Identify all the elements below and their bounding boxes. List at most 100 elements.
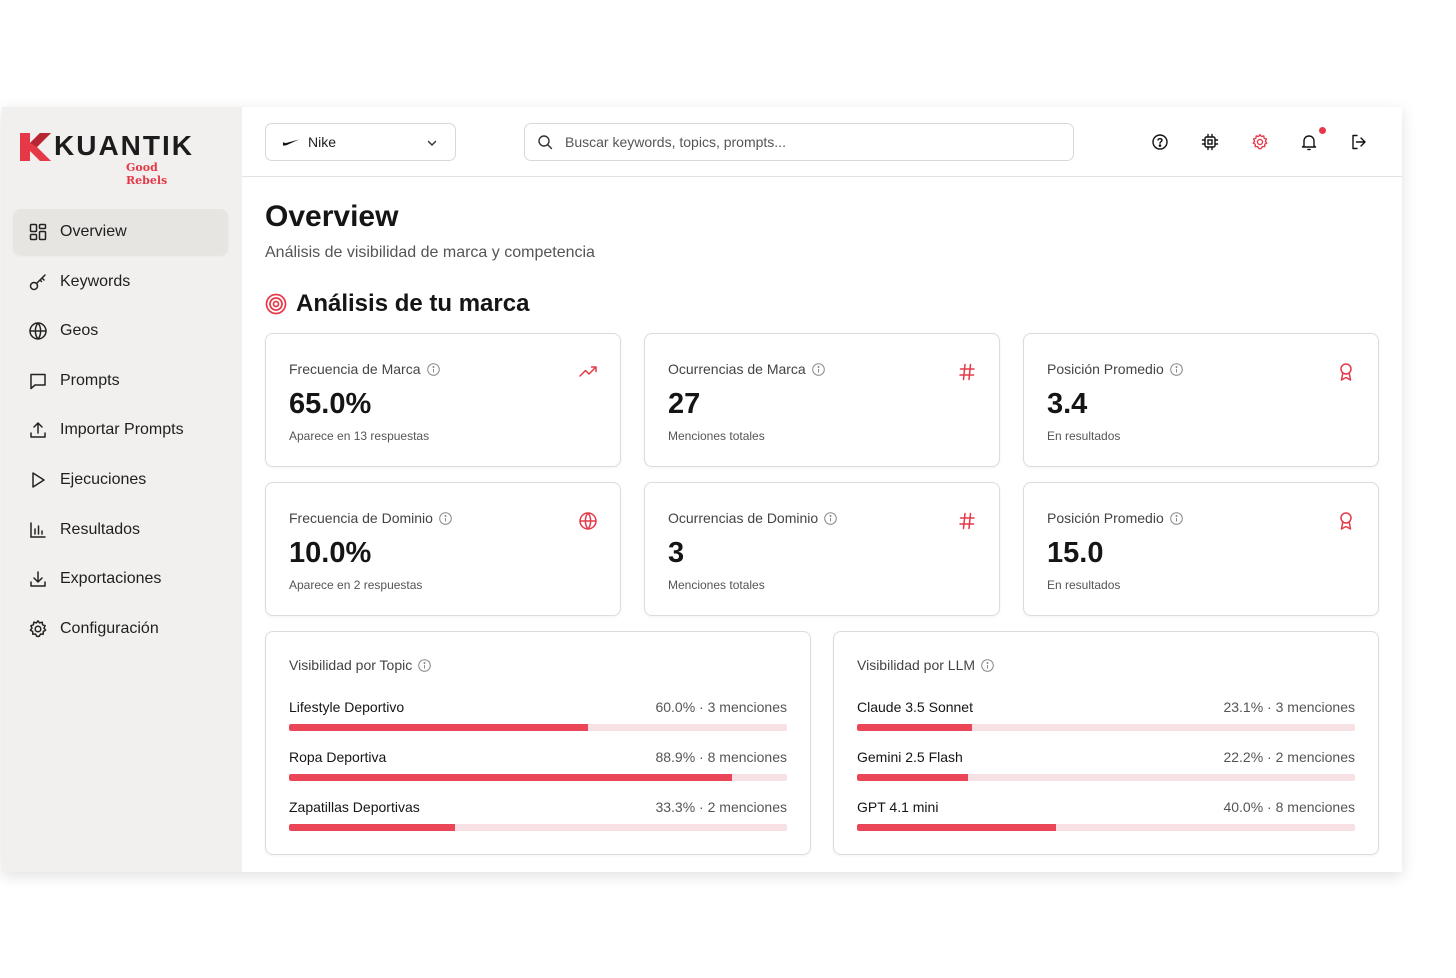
metric-value: 15.0 bbox=[1047, 537, 1104, 569]
metric-label-text: Ocurrencias de Marca bbox=[668, 361, 806, 377]
metric-card-ocurrencias-dominio: Ocurrencias de Dominio 3 Menciones total… bbox=[644, 482, 1000, 616]
kuantik-logo[interactable]: KUANTIK Good Rebels bbox=[18, 129, 198, 187]
notification-badge bbox=[1319, 127, 1326, 134]
llm-meta: 23.1% · 3 menciones bbox=[1223, 699, 1355, 715]
topic-name: Lifestyle Deportivo bbox=[289, 699, 405, 715]
nike-swoosh-icon bbox=[282, 139, 299, 146]
search-icon bbox=[538, 135, 553, 150]
metric-subtext: Menciones totales bbox=[668, 578, 765, 592]
sidebar-item-keywords[interactable]: Keywords bbox=[13, 259, 228, 305]
metric-subtext: Menciones totales bbox=[668, 429, 765, 443]
sidebar-item-label: Exportaciones bbox=[60, 570, 162, 588]
metric-label: Frecuencia de Dominio bbox=[289, 510, 452, 526]
progress-fill bbox=[289, 774, 732, 781]
info-icon[interactable] bbox=[1169, 511, 1183, 525]
progress-track bbox=[289, 724, 787, 731]
settings-icon[interactable] bbox=[1251, 133, 1269, 151]
topic-row: Lifestyle Deportivo 60.0% · 3 menciones bbox=[289, 699, 787, 739]
section-title-text: Análisis de tu marca bbox=[296, 290, 530, 317]
main-content: Nike Overview bbox=[242, 107, 1402, 872]
logo-wordmark: KUANTIK bbox=[54, 130, 194, 161]
sidebar-item-configuracion[interactable]: Configuración bbox=[13, 606, 228, 652]
sidebar-item-geos[interactable]: Geos bbox=[13, 308, 228, 354]
sidebar-item-label: Overview bbox=[60, 223, 127, 240]
bar-chart-icon bbox=[28, 520, 48, 540]
cpu-icon[interactable] bbox=[1201, 133, 1219, 151]
progress-fill bbox=[857, 824, 1057, 831]
metric-label-text: Posición Promedio bbox=[1047, 361, 1164, 377]
metric-value: 65.0% bbox=[289, 388, 372, 420]
metric-label-text: Frecuencia de Marca bbox=[289, 361, 421, 377]
sidebar-item-resultados[interactable]: Resultados bbox=[13, 507, 228, 553]
message-icon bbox=[28, 371, 48, 391]
sidebar-nav: Overview Keywords Geos Prompts bbox=[13, 209, 228, 655]
llm-meta: 22.2% · 2 menciones bbox=[1223, 749, 1355, 765]
topbar: Nike bbox=[242, 107, 1402, 177]
brand-selector-value: Nike bbox=[308, 134, 337, 150]
sidebar-item-label: Geos bbox=[60, 322, 99, 340]
chevron-down-icon bbox=[427, 140, 437, 146]
sidebar: KUANTIK Good Rebels Overview Keywords bbox=[2, 107, 242, 872]
llm-name: Gemini 2.5 Flash bbox=[857, 749, 963, 765]
award-icon bbox=[1336, 362, 1356, 382]
award-icon bbox=[1336, 511, 1356, 531]
hash-icon bbox=[957, 511, 977, 531]
sidebar-item-prompts[interactable]: Prompts bbox=[13, 358, 228, 404]
sidebar-item-label: Ejecuciones bbox=[60, 470, 147, 488]
topic-name: Zapatillas Deportivas bbox=[289, 799, 420, 815]
hash-icon bbox=[957, 362, 977, 382]
progress-track bbox=[857, 774, 1355, 781]
metric-value: 10.0% bbox=[289, 537, 372, 569]
panel-title: Visibilidad por Topic bbox=[289, 657, 432, 673]
llm-meta: 40.0% · 8 menciones bbox=[1223, 799, 1355, 815]
target-icon bbox=[265, 293, 287, 315]
bell-icon[interactable] bbox=[1300, 133, 1318, 151]
metric-card-posicion-promedio-marca: Posición Promedio 3.4 En resultados bbox=[1023, 333, 1379, 467]
page-subtitle: Análisis de visibilidad de marca y compe… bbox=[265, 244, 595, 261]
sidebar-item-ejecuciones[interactable]: Ejecuciones bbox=[13, 457, 228, 503]
topic-meta: 60.0% · 3 menciones bbox=[655, 699, 787, 715]
sidebar-item-importar-prompts[interactable]: Importar Prompts bbox=[13, 407, 228, 453]
info-icon[interactable] bbox=[811, 362, 825, 376]
logout-icon[interactable] bbox=[1350, 133, 1368, 151]
panel-title-text: Visibilidad por Topic bbox=[289, 657, 413, 673]
panel-title-text: Visibilidad por LLM bbox=[857, 657, 976, 673]
llm-name: GPT 4.1 mini bbox=[857, 799, 939, 815]
topic-row: Ropa Deportiva 88.9% · 8 menciones bbox=[289, 749, 787, 789]
progress-track bbox=[289, 824, 787, 831]
section-title: Análisis de tu marca bbox=[265, 290, 529, 318]
info-icon[interactable] bbox=[981, 658, 994, 672]
llm-row: GPT 4.1 mini 40.0% · 8 menciones bbox=[857, 799, 1355, 839]
info-icon[interactable] bbox=[426, 362, 440, 376]
info-icon[interactable] bbox=[824, 511, 837, 525]
sidebar-item-label: Keywords bbox=[60, 272, 131, 290]
metric-subtext: Aparece en 13 respuestas bbox=[289, 429, 430, 443]
sidebar-item-overview[interactable]: Overview bbox=[13, 209, 228, 255]
metric-label-text: Frecuencia de Dominio bbox=[289, 510, 433, 526]
search-box[interactable] bbox=[524, 123, 1074, 161]
info-icon[interactable] bbox=[439, 511, 452, 525]
sidebar-item-exportaciones[interactable]: Exportaciones bbox=[13, 556, 228, 602]
progress-track bbox=[857, 824, 1355, 831]
metric-subtext: En resultados bbox=[1047, 578, 1121, 592]
sidebar-item-label: Importar Prompts bbox=[60, 421, 184, 439]
topic-meta: 33.3% · 2 menciones bbox=[655, 799, 787, 815]
kuantik-logo-mark-icon bbox=[20, 133, 51, 161]
search-input[interactable] bbox=[565, 134, 1045, 150]
info-icon[interactable] bbox=[1169, 362, 1183, 376]
metric-card-frecuencia-marca: Frecuencia de Marca 65.0% Aparece en 13 … bbox=[265, 333, 621, 467]
progress-fill bbox=[289, 824, 455, 831]
sidebar-item-label: Configuración bbox=[60, 619, 159, 637]
info-icon[interactable] bbox=[418, 658, 432, 672]
brand-selector[interactable]: Nike bbox=[265, 123, 456, 161]
topic-meta: 88.9% · 8 menciones bbox=[655, 749, 787, 765]
metric-card-posicion-promedio-dominio: Posición Promedio 15.0 En resultados bbox=[1023, 482, 1379, 616]
topic-row: Zapatillas Deportivas 33.3% · 2 mencione… bbox=[289, 799, 787, 839]
topic-name: Ropa Deportiva bbox=[289, 749, 387, 765]
upload-icon bbox=[28, 420, 48, 440]
help-icon[interactable] bbox=[1151, 133, 1169, 151]
metric-card-ocurrencias-marca: Ocurrencias de Marca 27 Menciones totale… bbox=[644, 333, 1000, 467]
sidebar-item-label: Resultados bbox=[60, 520, 141, 538]
metric-value: 3 bbox=[668, 537, 685, 569]
metric-label-text: Posición Promedio bbox=[1047, 510, 1164, 526]
